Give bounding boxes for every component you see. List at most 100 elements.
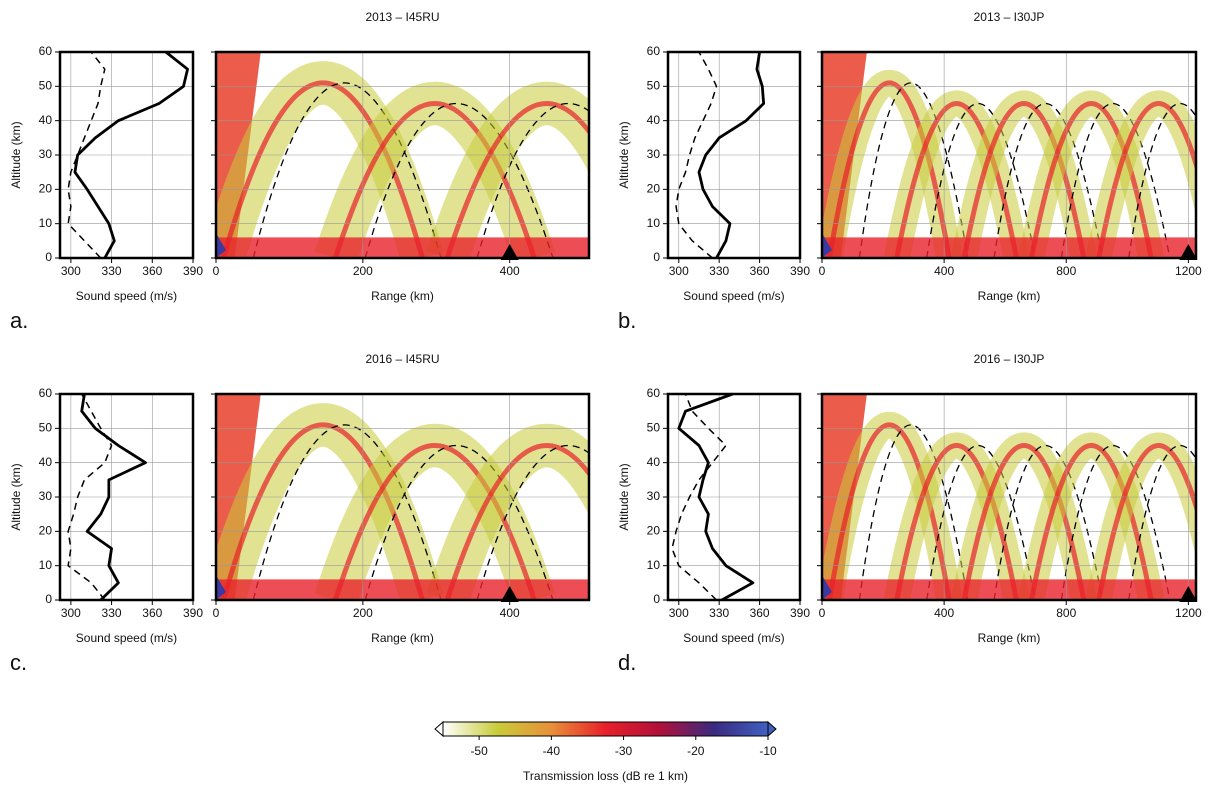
- y-tick-label: 60: [647, 44, 661, 58]
- panel-label: d.: [618, 650, 636, 675]
- x-tick-label: 0: [213, 264, 220, 278]
- panel-title: 2016 – I30JP: [974, 352, 1045, 366]
- x-axis-label: Range (km): [371, 289, 434, 303]
- y-tick-label: 10: [39, 558, 53, 572]
- ray-path: [364, 103, 554, 258]
- y-axis-label: Altitude (km): [617, 121, 631, 188]
- panel-title: 2016 – I45RU: [365, 352, 439, 366]
- ray-path: [252, 424, 442, 600]
- x-tick-label: 0: [213, 606, 220, 620]
- x-tick-label: 400: [500, 606, 520, 620]
- x-tick-label: 300: [669, 606, 689, 620]
- axes-frame: [58, 392, 195, 602]
- ray-path: [858, 424, 969, 600]
- ray-path: [252, 82, 442, 258]
- tl-arch: [221, 80, 425, 258]
- y-tick-label: 40: [647, 455, 661, 469]
- y-tick-label: 20: [39, 524, 53, 538]
- colorbar: [442, 721, 769, 737]
- y-tick-label: 60: [39, 386, 53, 400]
- colorbar-high: [767, 720, 777, 738]
- tl-arch: [444, 443, 589, 600]
- y-tick-label: 60: [647, 386, 661, 400]
- x-tick-label: 390: [183, 264, 203, 278]
- station-marker: [1179, 244, 1198, 260]
- ray-path: [926, 444, 1036, 600]
- x-tick-label: 300: [669, 264, 689, 278]
- tl-duct: [822, 237, 1196, 258]
- x-tick-label: 360: [750, 264, 770, 278]
- axes-frame: [666, 392, 802, 602]
- x-axis-label: Sound speed (m/s): [683, 631, 784, 645]
- x-tick-label: 200: [353, 264, 373, 278]
- tl-duct: [216, 237, 589, 258]
- y-tick-label: 40: [39, 455, 53, 469]
- x-axis-label: Range (km): [978, 631, 1041, 645]
- tl-arch: [961, 443, 1087, 600]
- ray-path: [926, 102, 1036, 258]
- ray-path: [476, 103, 589, 258]
- x-tick-label: 330: [102, 264, 122, 278]
- tl-arch: [827, 422, 952, 600]
- profile-line: [80, 393, 147, 602]
- station-marker: [1179, 586, 1198, 602]
- y-axis-label: Altitude (km): [617, 463, 631, 530]
- x-axis-label: Range (km): [371, 631, 434, 645]
- x-axis-label: Range (km): [978, 289, 1041, 303]
- y-tick-label: 0: [653, 250, 660, 264]
- y-tick-label: 50: [39, 421, 53, 435]
- y-tick-label: 10: [647, 216, 661, 230]
- profile-line: [671, 393, 727, 601]
- x-tick-label: 390: [790, 264, 810, 278]
- tl-field: [822, 394, 1196, 600]
- y-tick-label: 0: [45, 250, 52, 264]
- y-tick-label: 20: [647, 524, 661, 538]
- colorbar-tick-label: -40: [543, 744, 561, 758]
- x-tick-label: 0: [819, 606, 826, 620]
- y-tick-label: 50: [647, 79, 661, 93]
- x-tick-label: 390: [790, 606, 810, 620]
- tl-arch: [1028, 101, 1154, 258]
- source-blob: [822, 575, 832, 600]
- profile-line: [677, 392, 755, 602]
- x-tick-label: 360: [750, 606, 770, 620]
- y-tick-label: 40: [39, 113, 53, 127]
- source-blob: [216, 233, 226, 258]
- x-tick-label: 0: [819, 264, 826, 278]
- x-tick-label: 400: [934, 606, 954, 620]
- y-tick-label: 50: [39, 79, 53, 93]
- x-axis-label: Sound speed (m/s): [76, 631, 177, 645]
- axes-frame: [58, 50, 195, 260]
- ray-path: [1128, 102, 1196, 258]
- x-tick-label: 400: [934, 264, 954, 278]
- panel-label: a.: [10, 308, 28, 333]
- x-tick-label: 360: [142, 264, 162, 278]
- profile-line: [675, 51, 718, 259]
- ray-path: [1060, 444, 1171, 600]
- axes-frame: [666, 50, 802, 260]
- ray-path: [858, 82, 969, 258]
- x-tick-label: 300: [61, 606, 81, 620]
- tl-arch: [1028, 443, 1154, 600]
- x-tick-label: 300: [61, 264, 81, 278]
- ray-path: [993, 102, 1104, 258]
- station-marker: [500, 244, 519, 260]
- tl-arch: [894, 443, 1019, 600]
- axes-frame: [214, 392, 591, 602]
- ray-path: [1128, 444, 1196, 600]
- colorbar-low: [434, 720, 444, 738]
- y-tick-label: 0: [653, 592, 660, 606]
- y-tick-label: 30: [647, 489, 661, 503]
- y-tick-label: 0: [45, 592, 52, 606]
- tl-arch: [444, 101, 589, 258]
- y-axis-label: Altitude (km): [9, 463, 23, 530]
- station-marker: [500, 586, 519, 602]
- panel-label: b.: [618, 308, 636, 333]
- ray-path: [1060, 102, 1171, 258]
- x-axis-label: Sound speed (m/s): [683, 289, 784, 303]
- x-tick-label: 800: [1056, 264, 1076, 278]
- x-tick-label: 200: [353, 606, 373, 620]
- tl-arch: [961, 101, 1087, 258]
- x-tick-label: 360: [142, 606, 162, 620]
- colorbar-tick-label: -50: [470, 744, 488, 758]
